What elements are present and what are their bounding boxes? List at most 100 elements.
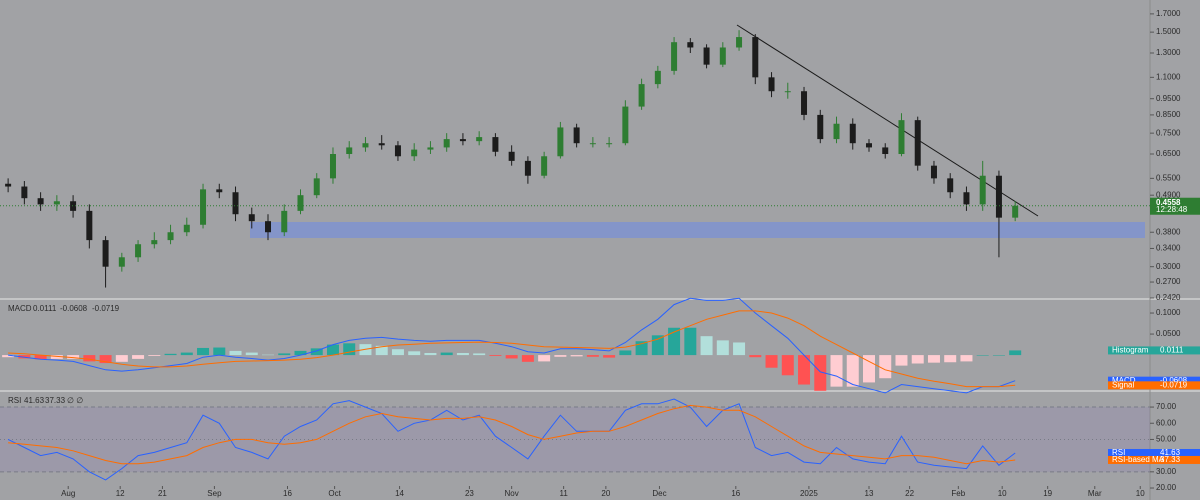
badge-value: -0.0608: [1160, 376, 1188, 385]
x-tick-label: 10: [998, 489, 1007, 498]
candle-body: [1012, 205, 1019, 218]
value-badge: [1108, 455, 1200, 464]
value-badge: [1108, 381, 1200, 390]
x-tick-label: 12: [116, 489, 125, 498]
y-tick-label: 0.2700: [1156, 277, 1181, 286]
histogram-bar: [294, 350, 307, 356]
x-tick-label: Sep: [207, 489, 222, 498]
candle-body: [362, 143, 369, 148]
candle-body: [963, 192, 970, 205]
x-tick-label: 11: [559, 489, 568, 498]
y-tick-label: 0.3400: [1156, 244, 1181, 253]
histogram-bar: [603, 355, 616, 358]
badge-value: 0.0111: [1160, 346, 1184, 355]
pane-title: RSI: [8, 396, 21, 405]
x-tick-label: Feb: [951, 489, 965, 498]
rsi-band: [0, 407, 1150, 472]
header-value: 37.33: [45, 396, 66, 405]
histogram-bar: [781, 355, 794, 376]
candle-body: [151, 240, 158, 245]
histogram-bar: [976, 355, 989, 356]
value-badge: [1108, 376, 1200, 385]
candle-body: [606, 143, 613, 145]
histogram-bar: [473, 353, 486, 356]
candle-body: [476, 137, 483, 142]
badge-value: 41.63: [1160, 448, 1181, 457]
header-value: ∅ ∅: [67, 396, 83, 405]
histogram-bar: [278, 353, 291, 356]
candle-body: [86, 210, 93, 241]
histogram-bar: [489, 355, 502, 356]
x-tick-label: Aug: [61, 489, 75, 498]
badge-value: -0.0719: [1160, 380, 1188, 389]
last-price-badge: [1150, 197, 1200, 215]
y-tick-label: 30.00: [1156, 467, 1177, 476]
header-value: -0.0608: [60, 304, 88, 313]
candle-body: [427, 147, 434, 150]
candle-body: [70, 201, 77, 211]
x-tick-label: 22: [905, 489, 914, 498]
candle-body: [508, 151, 515, 161]
y-tick-label: 1.7000: [1156, 9, 1181, 18]
candle-body: [671, 42, 678, 71]
value-badge: [1108, 346, 1200, 355]
badge-name: Signal: [1112, 380, 1134, 389]
histogram-bar: [862, 355, 875, 383]
candle-body: [265, 221, 272, 233]
histogram-bar: [944, 355, 957, 363]
y-tick-label: 50.00: [1156, 435, 1177, 444]
histogram-bar: [67, 355, 80, 359]
candle-body: [167, 232, 174, 241]
candle-body: [817, 114, 824, 140]
histogram-bar: [2, 355, 15, 358]
countdown: 12:28:48: [1156, 205, 1188, 214]
histogram-bar: [586, 355, 599, 357]
candle-body: [329, 154, 336, 179]
histogram-bar: [798, 355, 811, 385]
candle-body: [573, 127, 580, 144]
candle-body: [914, 120, 921, 166]
candle-body: [216, 189, 223, 193]
badge-name: RSI: [1112, 448, 1125, 457]
candle-body: [118, 257, 125, 267]
histogram-bar: [960, 355, 973, 362]
header-value: 41.63: [24, 396, 45, 405]
x-tick-label: 16: [731, 489, 740, 498]
y-tick-label: 0.7500: [1156, 128, 1181, 137]
macd-line: [8, 297, 1016, 394]
histogram-bar: [1009, 350, 1022, 356]
candle-body: [865, 143, 872, 148]
x-tick-label: Nov: [505, 489, 519, 498]
badge-name: Histogram: [1112, 346, 1149, 355]
histogram-bar: [326, 344, 339, 356]
histogram-bar: [992, 355, 1005, 356]
candle-body: [297, 195, 304, 211]
candle-body: [21, 186, 28, 199]
histogram-bar: [765, 355, 778, 368]
macd-line: [8, 310, 1016, 388]
histogram-bar: [749, 355, 762, 358]
histogram-bar: [164, 353, 177, 356]
histogram-bar: [846, 355, 859, 387]
candle-body: [232, 192, 239, 215]
candle-body: [995, 175, 1002, 218]
candle-body: [979, 175, 986, 205]
y-tick-label: 1.3000: [1156, 48, 1181, 57]
candle-body: [102, 240, 109, 267]
histogram-bar: [521, 355, 534, 362]
candle-body: [313, 178, 320, 196]
y-tick-label: 0.0500: [1156, 329, 1181, 338]
header-value: 0.0111: [33, 304, 57, 313]
candle-body: [752, 37, 759, 78]
rsi-line: [8, 404, 1016, 465]
y-tick-label: 1.5000: [1156, 27, 1181, 36]
histogram-bar: [391, 349, 404, 356]
histogram-bar: [375, 345, 388, 356]
histogram-bar: [570, 355, 583, 357]
histogram-bar: [879, 355, 892, 379]
value-badge: [1108, 448, 1200, 457]
candle-body: [589, 143, 596, 145]
candle-body: [638, 84, 645, 107]
candle-body: [557, 127, 564, 157]
